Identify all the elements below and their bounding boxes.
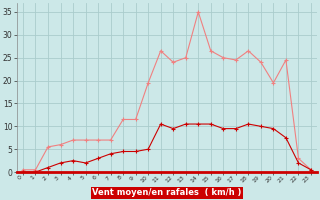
X-axis label: Vent moyen/en rafales  ( km/h ): Vent moyen/en rafales ( km/h ) [92,188,242,197]
